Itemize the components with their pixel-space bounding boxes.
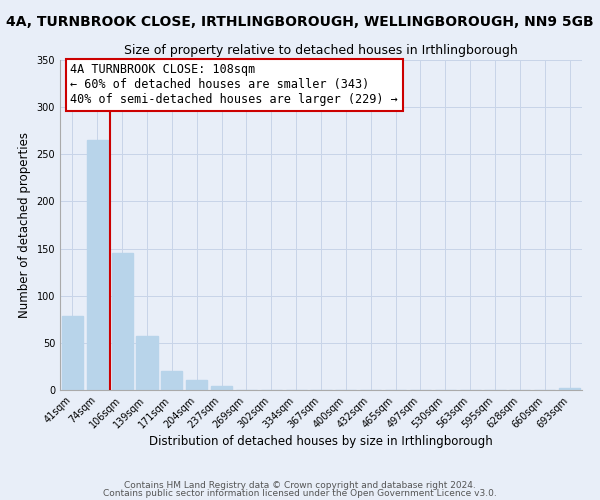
Bar (161, 371, 182, 390)
Y-axis label: Number of detached properties: Number of detached properties (18, 132, 31, 318)
Bar (559, 388, 580, 390)
Text: Contains HM Land Registry data © Crown copyright and database right 2024.: Contains HM Land Registry data © Crown c… (124, 481, 476, 490)
X-axis label: Distribution of detached houses by size in Irthlingborough: Distribution of detached houses by size … (149, 436, 493, 448)
Bar (112, 254, 133, 390)
Bar (62, 316, 83, 390)
Text: 4A, TURNBROOK CLOSE, IRTHLINGBOROUGH, WELLINGBOROUGH, NN9 5GB: 4A, TURNBROOK CLOSE, IRTHLINGBOROUGH, WE… (6, 15, 594, 29)
Bar (211, 386, 232, 390)
Bar (186, 380, 207, 390)
Bar (136, 336, 158, 390)
Text: 4A TURNBROOK CLOSE: 108sqm
← 60% of detached houses are smaller (343)
40% of sem: 4A TURNBROOK CLOSE: 108sqm ← 60% of deta… (70, 64, 398, 106)
Title: Size of property relative to detached houses in Irthlingborough: Size of property relative to detached ho… (124, 44, 518, 58)
Bar (87, 140, 108, 390)
Text: Contains public sector information licensed under the Open Government Licence v3: Contains public sector information licen… (103, 488, 497, 498)
